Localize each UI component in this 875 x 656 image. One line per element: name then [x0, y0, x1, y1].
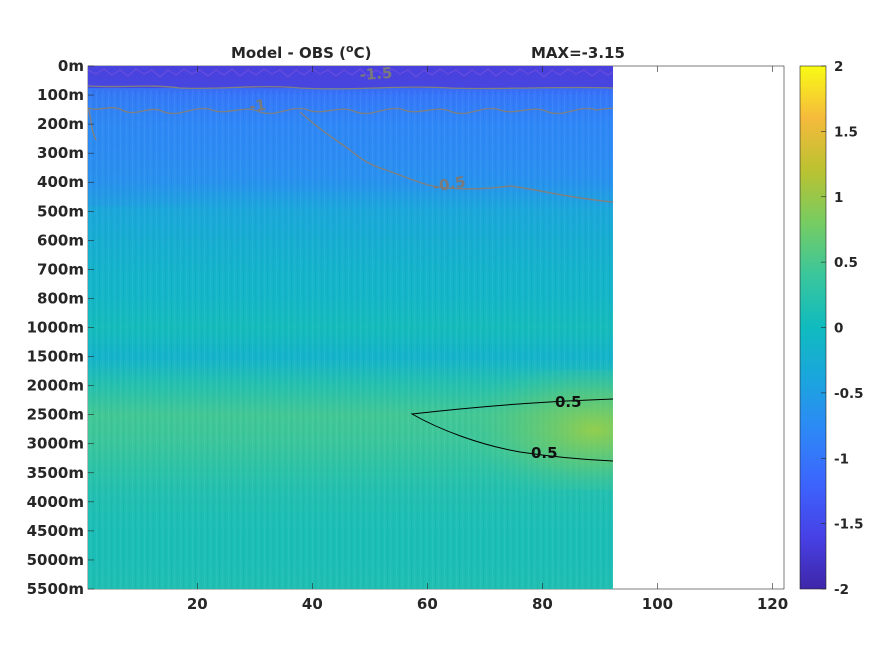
chart-title: Model - OBS (oC): [231, 42, 371, 62]
max-label: MAX=-3.15: [531, 44, 625, 62]
warm-anomaly: [380, 370, 613, 490]
y-tick-label: 2500m: [27, 406, 84, 424]
heatmap-texture: [88, 90, 613, 589]
y-tick-label: 100m: [37, 86, 84, 104]
y-tick-label: 3000m: [27, 435, 84, 453]
y-tick-label: 200m: [37, 115, 84, 133]
y-tick-label: 4500m: [27, 522, 84, 540]
y-tick-label: 400m: [37, 173, 84, 191]
y-tick-label: 3500m: [27, 464, 84, 482]
contour-minus-0-5: [87, 107, 614, 203]
colorbar-tick-label: 1: [834, 190, 843, 206]
colorbar-tick-label: -1: [834, 451, 849, 467]
contour-minus-1-5: [87, 85, 614, 90]
colorbar-tick-label: -2: [834, 582, 849, 598]
contours: 0.5 0.5 -0.5 -1 -1.5: [87, 64, 614, 462]
y-tick-label: 700m: [37, 260, 84, 278]
y-tick-label: 5000m: [27, 551, 84, 569]
y-axis: 0m 100m 200m 300m 400m 500m 600m 700m 800m 1000m 1…: [27, 57, 94, 598]
x-tick-label: 100: [642, 595, 673, 613]
contour-plus-0-5: [410, 398, 614, 462]
y-tick-label: 0m: [58, 57, 84, 75]
colorbar-ticks: 2 1.5 1 0.5 0 -0.5 -1 -1.5 -2: [821, 59, 864, 598]
x-tick-label: 40: [302, 595, 323, 613]
x-tick-label: 60: [417, 595, 438, 613]
y-tick-label: 800m: [37, 289, 84, 307]
x-axis: 20 40 60 80 100 120: [187, 66, 788, 613]
x-tick-label: 80: [532, 595, 553, 613]
colorbar-tick-label: 0.5: [834, 255, 858, 271]
y-tick-label: 5500m: [27, 580, 84, 598]
contour-label-minus-0-5: -0.5: [432, 173, 467, 196]
contour-label-minus-1-5: -1.5: [359, 64, 393, 84]
cold-surface-band: [88, 66, 613, 88]
colorbar-tick-label: 2: [834, 59, 843, 75]
contour-label-lower: 0.5: [531, 444, 558, 462]
x-tick-label: 120: [757, 595, 788, 613]
colorbar-tick-label: -1.5: [834, 517, 864, 533]
y-tick-label: 4000m: [27, 493, 84, 511]
heatmap: [87, 66, 614, 589]
contour-minus-1: [87, 107, 614, 115]
colorbar-tick-label: 0: [834, 321, 843, 337]
colorbar-tick-label: -0.5: [834, 386, 864, 402]
y-tick-label: 500m: [37, 202, 84, 220]
colorbar-tick-label: 1.5: [834, 124, 858, 140]
y-tick-label: 1500m: [27, 348, 84, 366]
contour-label-upper: 0.5: [555, 393, 582, 411]
contour-label-minus-1: -1: [248, 96, 267, 116]
surface-noise: [87, 68, 614, 78]
y-tick-label: 2000m: [27, 377, 84, 395]
y-tick-label: 600m: [37, 231, 84, 249]
y-tick-label: 300m: [37, 144, 84, 162]
y-tick-label: 1000m: [27, 319, 84, 337]
x-tick-label: 20: [187, 595, 208, 613]
